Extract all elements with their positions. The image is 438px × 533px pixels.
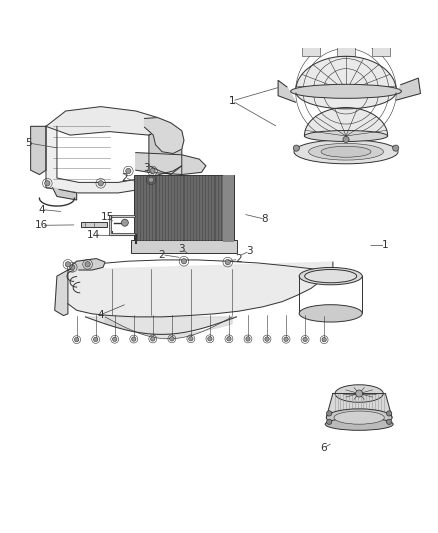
Ellipse shape	[299, 305, 362, 322]
Text: 14: 14	[87, 230, 100, 240]
Polygon shape	[85, 317, 237, 334]
Circle shape	[246, 337, 250, 341]
Circle shape	[327, 411, 332, 416]
Text: 8: 8	[261, 214, 268, 224]
Text: 2: 2	[121, 173, 128, 183]
Circle shape	[386, 419, 392, 424]
Text: 15: 15	[101, 212, 114, 222]
Circle shape	[126, 168, 131, 174]
Circle shape	[148, 177, 154, 182]
Text: 3: 3	[143, 164, 150, 173]
Bar	[134, 174, 234, 243]
Text: 6: 6	[320, 443, 327, 453]
Ellipse shape	[308, 143, 384, 160]
Polygon shape	[136, 152, 206, 174]
Circle shape	[181, 259, 187, 264]
Text: 4: 4	[38, 205, 45, 215]
Circle shape	[150, 168, 155, 174]
Ellipse shape	[334, 411, 384, 424]
Circle shape	[293, 145, 300, 151]
Circle shape	[131, 337, 136, 341]
Polygon shape	[55, 270, 68, 316]
Polygon shape	[53, 188, 77, 200]
Circle shape	[322, 337, 326, 342]
Ellipse shape	[291, 84, 402, 98]
Circle shape	[85, 262, 90, 267]
Circle shape	[121, 219, 128, 226]
Circle shape	[227, 337, 231, 341]
Ellipse shape	[299, 268, 362, 285]
Ellipse shape	[304, 131, 388, 141]
Ellipse shape	[305, 270, 357, 283]
Polygon shape	[31, 126, 46, 174]
Circle shape	[327, 419, 332, 424]
Circle shape	[303, 337, 307, 342]
Ellipse shape	[325, 418, 393, 430]
Circle shape	[265, 337, 269, 341]
Bar	[81, 222, 107, 227]
Ellipse shape	[321, 146, 371, 157]
Circle shape	[392, 145, 399, 151]
Circle shape	[70, 265, 75, 270]
Text: 4: 4	[97, 310, 104, 320]
Polygon shape	[105, 317, 232, 339]
Text: 2: 2	[159, 249, 166, 260]
Text: 3: 3	[178, 244, 185, 254]
Polygon shape	[296, 56, 396, 109]
Circle shape	[74, 337, 79, 342]
Circle shape	[225, 260, 230, 265]
Circle shape	[45, 181, 50, 186]
Polygon shape	[396, 78, 420, 100]
Polygon shape	[304, 108, 388, 136]
Text: 1: 1	[229, 96, 236, 106]
Bar	[337, 45, 355, 56]
Text: 3: 3	[246, 246, 253, 256]
Bar	[372, 45, 390, 56]
Polygon shape	[145, 118, 184, 154]
Bar	[223, 174, 234, 243]
Circle shape	[343, 136, 349, 142]
Circle shape	[386, 411, 392, 416]
Ellipse shape	[294, 140, 398, 164]
Polygon shape	[46, 126, 182, 193]
Polygon shape	[68, 262, 333, 317]
Polygon shape	[70, 259, 105, 270]
Circle shape	[65, 262, 71, 267]
Polygon shape	[326, 393, 392, 418]
Circle shape	[284, 337, 288, 342]
Circle shape	[151, 337, 155, 341]
Text: 1: 1	[229, 96, 236, 106]
Polygon shape	[46, 107, 164, 135]
Text: 5: 5	[25, 138, 32, 148]
Text: 2: 2	[235, 254, 242, 264]
Circle shape	[170, 337, 174, 341]
Ellipse shape	[326, 409, 392, 426]
Circle shape	[113, 337, 117, 342]
Bar	[302, 45, 320, 56]
Circle shape	[98, 181, 103, 186]
Circle shape	[189, 336, 193, 341]
Circle shape	[208, 336, 212, 341]
Polygon shape	[278, 80, 296, 102]
Ellipse shape	[335, 385, 383, 402]
Polygon shape	[149, 127, 182, 174]
Circle shape	[93, 337, 98, 342]
Text: 16: 16	[35, 220, 48, 230]
Text: 1: 1	[382, 240, 389, 251]
Circle shape	[356, 390, 363, 397]
Bar	[131, 240, 237, 253]
